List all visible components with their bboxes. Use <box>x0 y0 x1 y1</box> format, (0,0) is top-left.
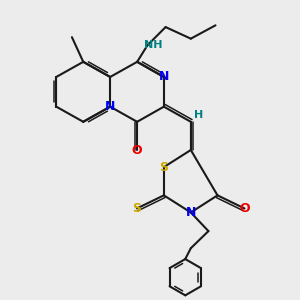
Text: S: S <box>159 160 168 174</box>
Text: N: N <box>105 100 116 113</box>
Text: NH: NH <box>144 40 162 50</box>
Text: N: N <box>186 206 196 219</box>
Text: O: O <box>132 143 142 157</box>
Text: O: O <box>239 202 250 215</box>
Text: H: H <box>194 110 203 120</box>
Text: N: N <box>159 70 169 83</box>
Text: S: S <box>132 202 141 215</box>
